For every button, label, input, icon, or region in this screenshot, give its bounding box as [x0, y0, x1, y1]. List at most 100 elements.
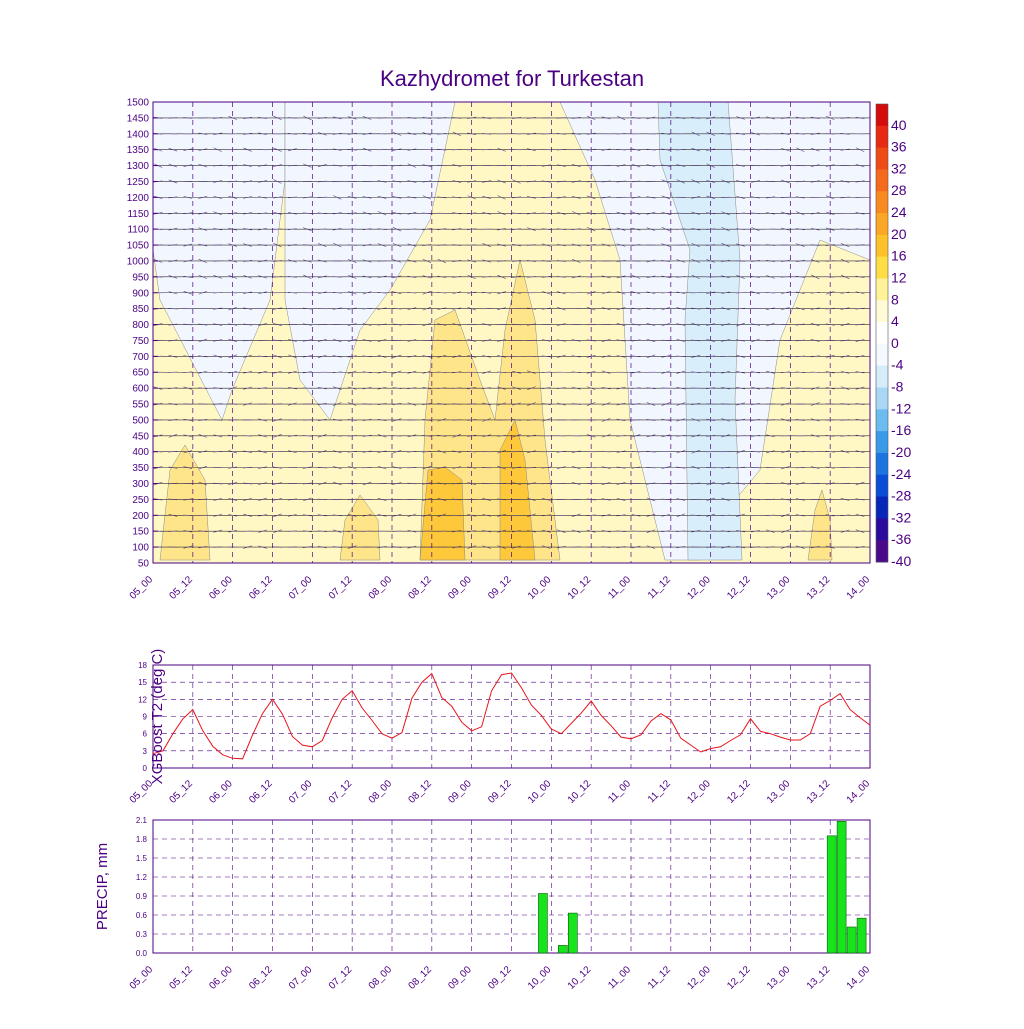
colorbar-label: 8 — [891, 291, 899, 307]
y-tick-label: 1350 — [127, 145, 150, 156]
colorbar-segment — [876, 278, 888, 300]
y-tick-label: 1050 — [127, 241, 150, 252]
x-tick-label: 12_12 — [725, 964, 753, 992]
y-tick-label: 350 — [132, 463, 149, 474]
colorbar-segment — [876, 431, 888, 453]
x-tick-label: 05_00 — [128, 964, 156, 992]
t2-y-tick-label: 0 — [143, 764, 148, 773]
precip-y-tick-label: 0.3 — [136, 930, 148, 939]
x-tick-label: 06_00 — [207, 964, 235, 992]
y-tick-label: 1150 — [127, 209, 149, 220]
precip-bar — [827, 836, 836, 953]
colorbar-label: 36 — [891, 139, 907, 155]
y-tick-label: 850 — [132, 304, 149, 315]
colorbar-segment — [876, 366, 888, 388]
colorbar-label: -24 — [891, 466, 911, 482]
colorbar-segment — [876, 540, 888, 562]
x-tick-label: 11_00 — [606, 964, 633, 991]
colorbar-segment — [876, 409, 888, 431]
x-tick-label: 08_12 — [407, 964, 435, 992]
precip-y-tick-label: 1.2 — [136, 873, 148, 882]
precip-bar — [847, 927, 856, 953]
x-tick-label: 11_00 — [606, 778, 633, 805]
x-tick-label: 13_12 — [805, 778, 833, 806]
x-tick-label: 10_00 — [526, 964, 554, 992]
precip-y-tick-label: 0.9 — [136, 892, 148, 901]
x-tick-label: 08_12 — [407, 778, 435, 806]
colorbar-label: -20 — [891, 444, 911, 460]
x-tick-label: 12_00 — [685, 778, 713, 806]
t2-y-tick-label: 12 — [138, 695, 147, 704]
y-tick-label: 1300 — [127, 161, 150, 172]
y-tick-label: 700 — [132, 352, 149, 363]
y-tick-label: 650 — [132, 368, 149, 379]
x-tick-label: 10_12 — [566, 964, 594, 992]
t2-y-tick-label: 3 — [143, 747, 148, 756]
precip-y-tick-label: 2.1 — [136, 816, 148, 825]
x-tick-label: 13_12 — [805, 574, 833, 602]
colorbar-segment — [876, 126, 888, 148]
x-tick-label: 06_00 — [207, 574, 235, 602]
y-tick-label: 250 — [132, 495, 149, 506]
colorbar-segment — [876, 191, 888, 213]
x-tick-label: 05_00 — [128, 574, 156, 602]
y-tick-label: 1100 — [127, 225, 149, 236]
colorbar-segment — [876, 257, 888, 279]
x-tick-label: 07_00 — [287, 964, 315, 992]
colorbar-label: -12 — [891, 400, 911, 416]
colorbar-segment — [876, 300, 888, 322]
colorbar-label: 24 — [891, 204, 907, 220]
t2-y-axis-label: XGBoost T2 (deg C) — [149, 649, 166, 785]
x-tick-label: 11_12 — [646, 574, 673, 601]
y-tick-label: 950 — [132, 272, 149, 283]
x-tick-label: 06_12 — [247, 964, 275, 992]
y-tick-label: 600 — [132, 384, 149, 395]
x-tick-label: 08_00 — [367, 778, 395, 806]
x-tick-label: 10_12 — [566, 778, 594, 806]
colorbar-segment — [876, 475, 888, 497]
precip-y-tick-label: 1.5 — [136, 854, 148, 863]
colorbar-segment — [876, 518, 888, 540]
colorbar-label: 28 — [891, 182, 907, 198]
y-tick-label: 450 — [132, 431, 149, 442]
x-tick-label: 09_00 — [446, 964, 474, 992]
x-tick-label: 10_12 — [566, 574, 594, 602]
x-tick-label: 14_00 — [845, 964, 873, 992]
y-tick-label: 200 — [132, 511, 149, 522]
precip-y-tick-label: 1.8 — [136, 835, 148, 844]
precip-bar — [857, 918, 866, 953]
colorbar-segment — [876, 235, 888, 257]
precip-y-tick-label: 0.6 — [136, 911, 148, 920]
y-tick-label: 1500 — [127, 98, 150, 109]
colorbar-label: -32 — [891, 509, 911, 525]
t2-y-tick-label: 6 — [143, 730, 148, 739]
colorbar-segment — [876, 388, 888, 410]
colorbar-label: 20 — [891, 226, 907, 242]
colorbar-label: -4 — [891, 357, 904, 373]
y-tick-label: 1000 — [127, 256, 150, 267]
colorbar-segment — [876, 169, 888, 191]
colorbar-label: 12 — [891, 269, 907, 285]
precip-bar — [558, 945, 567, 953]
x-tick-label: 09_12 — [486, 574, 514, 602]
y-tick-label: 750 — [132, 336, 149, 347]
x-tick-label: 07_00 — [287, 778, 315, 806]
y-tick-label: 500 — [132, 415, 149, 426]
x-tick-label: 12_12 — [725, 778, 753, 806]
x-tick-label: 09_00 — [446, 574, 474, 602]
x-tick-label: 13_12 — [805, 964, 833, 992]
colorbar-segment — [876, 344, 888, 366]
y-tick-label: 300 — [132, 479, 149, 490]
x-tick-label: 08_00 — [367, 574, 395, 602]
colorbar-segment — [876, 453, 888, 475]
colorbar-label: -8 — [891, 379, 904, 395]
cross-section-heatmap: 1500145014001350130012501200115011001050… — [127, 98, 873, 602]
y-tick-label: 1450 — [127, 113, 150, 124]
x-tick-label: 11_00 — [606, 574, 633, 601]
colorbar-label: 0 — [891, 335, 899, 351]
precip-y-axis-label: PRECIP, mm — [94, 843, 111, 930]
y-tick-label: 1200 — [127, 193, 150, 204]
x-tick-label: 05_12 — [168, 778, 196, 806]
y-tick-label: 1400 — [127, 129, 150, 140]
